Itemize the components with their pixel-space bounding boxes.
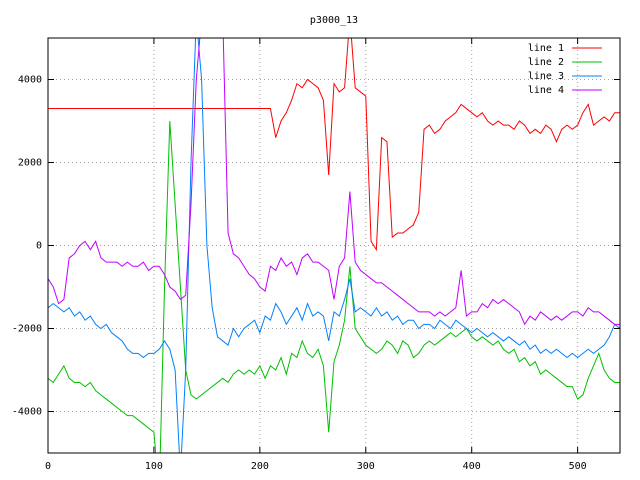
y-tick-label: 2000 <box>18 158 42 169</box>
legend-label: line 2 <box>528 57 564 68</box>
y-tick-label: -2000 <box>12 324 42 335</box>
plot-area <box>48 38 620 453</box>
x-tick-label: 0 <box>45 461 51 472</box>
x-tick-label: 500 <box>569 461 587 472</box>
chart-title: p3000_13 <box>310 15 358 26</box>
legend-label: line 3 <box>528 71 564 82</box>
grid <box>47 38 620 453</box>
x-tick-label: 200 <box>251 461 269 472</box>
legend-label: line 4 <box>528 85 564 96</box>
y-tick-label: 4000 <box>18 75 42 86</box>
x-tick-label: 100 <box>145 461 163 472</box>
legend-label: line 1 <box>528 43 564 54</box>
data-line <box>48 38 620 252</box>
data-line <box>48 38 620 453</box>
data-line <box>48 38 620 326</box>
y-tick-label: -4000 <box>12 407 42 418</box>
data-line <box>48 120 620 453</box>
y-tick-label: 0 <box>36 241 42 252</box>
x-tick-label: 300 <box>357 461 375 472</box>
x-tick-label: 400 <box>463 461 481 472</box>
